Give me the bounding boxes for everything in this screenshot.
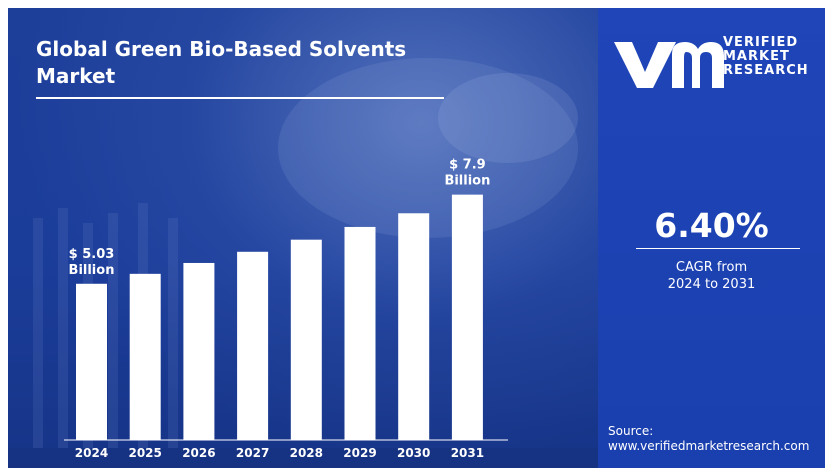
x-tick-label-2030: 2030 (397, 446, 430, 460)
cagr-value: 6.40% (654, 206, 769, 245)
cagr-divider (636, 248, 800, 249)
bar-2030 (398, 213, 430, 440)
title-underline (36, 97, 444, 99)
data-label-2031-line1: $ 7.9 (449, 158, 486, 173)
bar-2026 (183, 262, 215, 440)
x-tick-label-2029: 2029 (343, 446, 376, 460)
logo-line2: MARKET (723, 49, 790, 64)
data-label-2024-line2: Billion (69, 263, 115, 278)
source-note: Source: www.verifiedmarketresearch.com (608, 424, 809, 454)
data-label-2024-line1: $ 5.03 (69, 247, 115, 262)
chart-panel: Global Green Bio-Based Solvents Market 2… (8, 8, 598, 468)
chart-title: Global Green Bio-Based Solvents Market (36, 36, 476, 90)
vmr-logo-text: VERIFIED MARKET RESEARCH (723, 36, 809, 78)
bar-2025 (129, 273, 161, 440)
x-tick-label-2027: 2027 (236, 446, 269, 460)
x-tick-label-2025: 2025 (128, 446, 161, 460)
x-tick-label-2028: 2028 (290, 446, 323, 460)
chart-title-line2: Market (36, 64, 116, 88)
bar-2024 (76, 283, 107, 440)
bar-2031 (451, 194, 483, 440)
bar-chart: 2024 2025 2026 2027 2028 2029 2030 2031$ 5.03Bi… (64, 158, 508, 460)
x-tick-label-2026: 2026 (182, 446, 215, 460)
bar-2027 (237, 251, 269, 440)
cagr-label: CAGR from 2024 to 2031 (598, 259, 825, 293)
source-url: www.verifiedmarketresearch.com (608, 439, 810, 453)
source-label: Source: (608, 424, 654, 438)
summary-panel: VERIFIED MARKET RESEARCH 6.40% CAGR from… (598, 8, 825, 468)
data-label-2031-line2: Billion (444, 174, 490, 189)
x-tick-label-2031: 2031 (451, 446, 484, 460)
bar-2028 (290, 239, 322, 440)
cagr-label-line2: 2024 to 2031 (667, 277, 756, 292)
chart-title-line1: Global Green Bio-Based Solvents (36, 37, 407, 61)
logo-line1: VERIFIED (723, 35, 799, 50)
x-tick-label-2024: 2024 (75, 446, 108, 460)
cagr-label-line1: CAGR from (675, 260, 748, 275)
logo-line3: RESEARCH (723, 63, 809, 78)
bar-2029 (344, 226, 376, 440)
vmr-logo-icon (614, 42, 724, 88)
